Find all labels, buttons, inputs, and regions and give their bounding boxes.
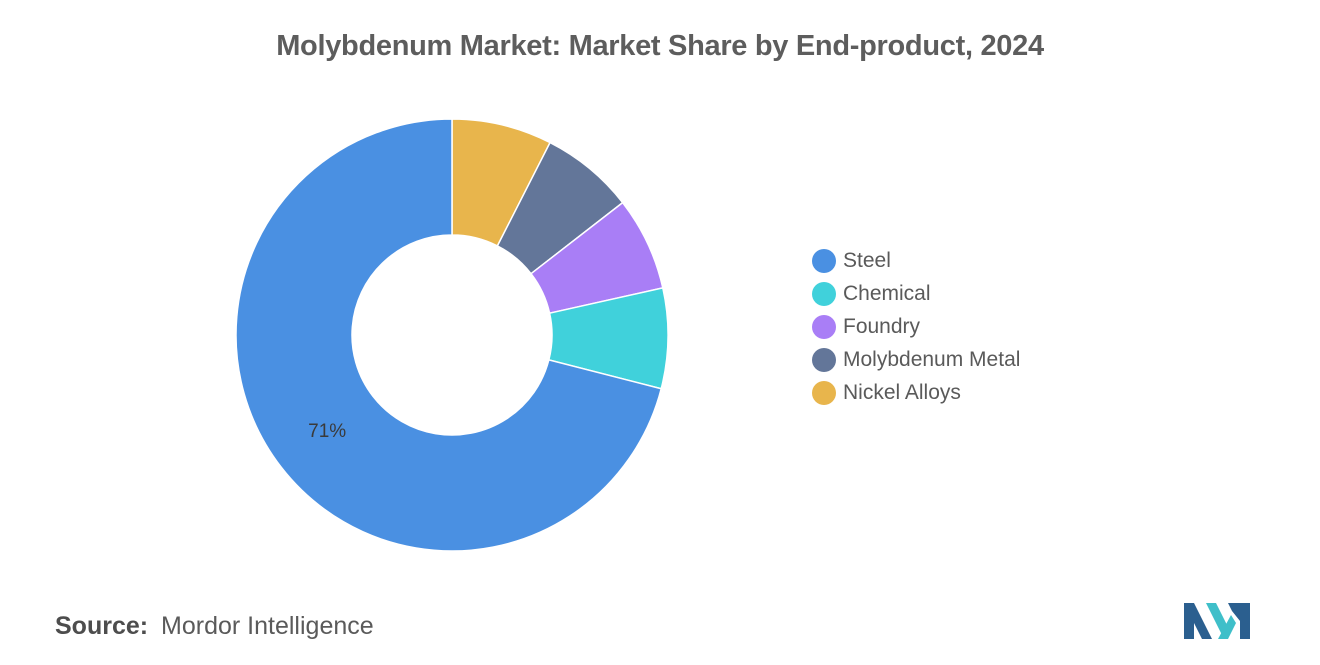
legend-item-molybdenum-metal: Molybdenum Metal: [812, 343, 1020, 376]
source-note: Source: Mordor Intelligence: [55, 612, 374, 641]
legend-label-molybdenum-metal: Molybdenum Metal: [843, 347, 1021, 371]
data-label-steel: 71%: [308, 421, 346, 442]
legend-label-chemical: Chemical: [843, 281, 931, 305]
legend-swatch-nickel-alloys: [812, 380, 836, 405]
chart-title: Molybdenum Market: Market Share by End-p…: [276, 30, 1044, 62]
data-labels: 71%: [308, 421, 346, 442]
slice-steel: [235, 118, 663, 552]
donut-slices: [235, 118, 669, 552]
mordor-intelligence-logo-icon: [1184, 603, 1250, 639]
legend-swatch-chemical: [812, 281, 836, 306]
legend-item-nickel-alloys: Nickel Alloys: [812, 376, 1020, 409]
legend-swatch-steel: [812, 248, 836, 273]
legend-label-foundry: Foundry: [843, 314, 921, 338]
legend-label-nickel-alloys: Nickel Alloys: [843, 380, 961, 404]
legend-swatch-molybdenum-metal: [812, 347, 836, 372]
source-label: Source:: [55, 612, 149, 640]
legend-item-steel: Steel: [812, 244, 1020, 277]
legend: Steel Chemical Foundry Molybdenum Metal …: [812, 244, 1020, 409]
legend-item-chemical: Chemical: [812, 277, 1020, 310]
legend-swatch-foundry: [812, 314, 836, 339]
legend-label-steel: Steel: [843, 248, 891, 272]
legend-item-foundry: Foundry: [812, 310, 1020, 343]
source-value: Mordor Intelligence: [161, 612, 374, 640]
